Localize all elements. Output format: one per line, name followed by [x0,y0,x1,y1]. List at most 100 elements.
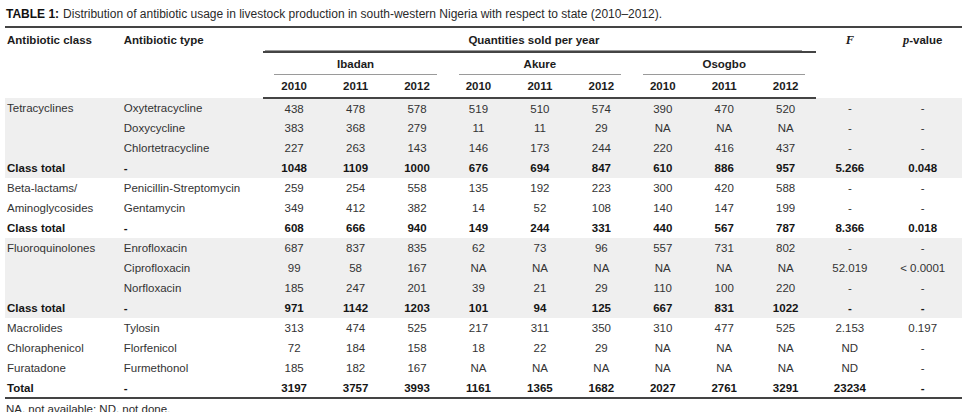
cell-antibiotic-class [5,138,122,158]
cell-qty: 438 [263,98,324,118]
cell-f-value: 23234 [816,378,883,398]
table-title: TABLE 1:Distribution of antibiotic usage… [5,4,962,26]
cell-qty: 440 [632,218,693,238]
cell-qty: NA [509,358,570,378]
cell-qty: 279 [386,118,447,138]
cell-antibiotic-type: Furmethonol [122,358,264,378]
cell-qty: 167 [386,358,447,378]
cell-antibiotic-type: Tylosin [122,318,264,338]
table-header: Antibiotic class Antibiotic type Quantit… [5,27,962,98]
cell-antibiotic-type: Chlortetracycline [122,138,264,158]
table-row: Class total-6086669401492443314405677878… [5,218,962,238]
cell-f-value: - [816,298,883,318]
state-header-akure: Akure [448,52,632,75]
cell-qty: 192 [509,178,570,198]
cell-qty: 244 [509,218,570,238]
table-row: Ciprofloxacin9958167NANANANANANA52.019< … [5,258,962,278]
header-row-top: Antibiotic class Antibiotic type Quantit… [5,27,962,52]
table-row: Beta-lactams/Penicillin-Streptomycin2592… [5,178,962,198]
cell-qty: NA [632,118,693,138]
cell-qty: 349 [263,198,324,218]
table-row: FuratadoneFurmethonol185182167NANANANANA… [5,358,962,378]
table-footnote: NA, not available; ND, not done. [5,399,962,412]
cell-p-value: < 0.0001 [883,258,962,278]
cell-qty: 578 [386,98,447,118]
year-header: 2011 [509,75,570,98]
cell-qty: 110 [632,278,693,298]
cell-qty: 199 [755,198,816,218]
cell-qty: 58 [325,258,386,278]
cell-qty: 227 [263,138,324,158]
cell-qty: 247 [325,278,386,298]
cell-qty: 420 [693,178,754,198]
cell-qty: 39 [448,278,509,298]
cell-qty: 108 [571,198,632,218]
cell-qty: NA [448,258,509,278]
cell-qty: 608 [263,218,324,238]
cell-antibiotic-type: Ciprofloxacin [122,258,264,278]
col-header-antibiotic-class: Antibiotic class [5,27,122,98]
cell-qty: 1365 [509,378,570,398]
cell-qty: 2027 [632,378,693,398]
cell-qty: 254 [325,178,386,198]
p-label-rest: -value [909,34,942,46]
cell-qty: 520 [755,98,816,118]
cell-antibiotic-class: Class total [5,298,122,318]
cell-qty: 368 [325,118,386,138]
cell-p-value: - [883,98,962,118]
cell-qty: 971 [263,298,324,318]
table-row: Total-3197375739931161136516822027276132… [5,378,962,398]
cell-qty: 667 [632,298,693,318]
cell-qty: NA [693,358,754,378]
cell-p-value: - [883,358,962,378]
cell-qty: 185 [263,358,324,378]
year-header: 2010 [632,75,693,98]
table-title-label: TABLE 1: [6,7,59,21]
cell-antibiotic-type: Florfenicol [122,338,264,358]
year-header: 2012 [386,75,447,98]
cell-qty: 837 [325,238,386,258]
cell-qty: 474 [325,318,386,338]
col-header-f: F [816,27,883,98]
cell-qty: 957 [755,158,816,178]
cell-qty: 835 [386,238,447,258]
cell-antibiotic-class: Total [5,378,122,398]
cell-qty: 143 [386,138,447,158]
year-header: 2011 [325,75,386,98]
state-label: Osogbo [643,57,805,75]
cell-qty: 3197 [263,378,324,398]
table-row: FluoroquinolonesEnrofloxacin687837835627… [5,238,962,258]
cell-qty: 478 [325,98,386,118]
cell-qty: 220 [755,278,816,298]
cell-qty: 567 [693,218,754,238]
cell-f-value: - [816,198,883,218]
state-label: Ibadan [274,57,436,75]
cell-qty: 416 [693,138,754,158]
cell-qty: 383 [263,118,324,138]
cell-f-value: - [816,98,883,118]
cell-f-value: - [816,178,883,198]
cell-qty: 694 [509,158,570,178]
cell-qty: 167 [386,258,447,278]
cell-f-value: ND [816,358,883,378]
cell-qty: 100 [693,278,754,298]
cell-qty: 525 [386,318,447,338]
cell-qty: 11 [509,118,570,138]
f-label: F [846,33,854,47]
cell-qty: 574 [571,98,632,118]
cell-antibiotic-class: Macrolides [5,318,122,338]
cell-f-value: 5.266 [816,158,883,178]
cell-qty: NA [632,258,693,278]
cell-qty: 831 [693,298,754,318]
cell-f-value: 52.019 [816,258,883,278]
cell-qty: 676 [448,158,509,178]
state-label: Akure [459,57,621,75]
cell-antibiotic-class: Fluoroquinolones [5,238,122,258]
cell-antibiotic-class [5,278,122,298]
cell-qty: 101 [448,298,509,318]
cell-qty: 72 [263,338,324,358]
cell-qty: 331 [571,218,632,238]
cell-qty: 94 [509,298,570,318]
cell-qty: 147 [693,198,754,218]
cell-qty: NA [755,358,816,378]
